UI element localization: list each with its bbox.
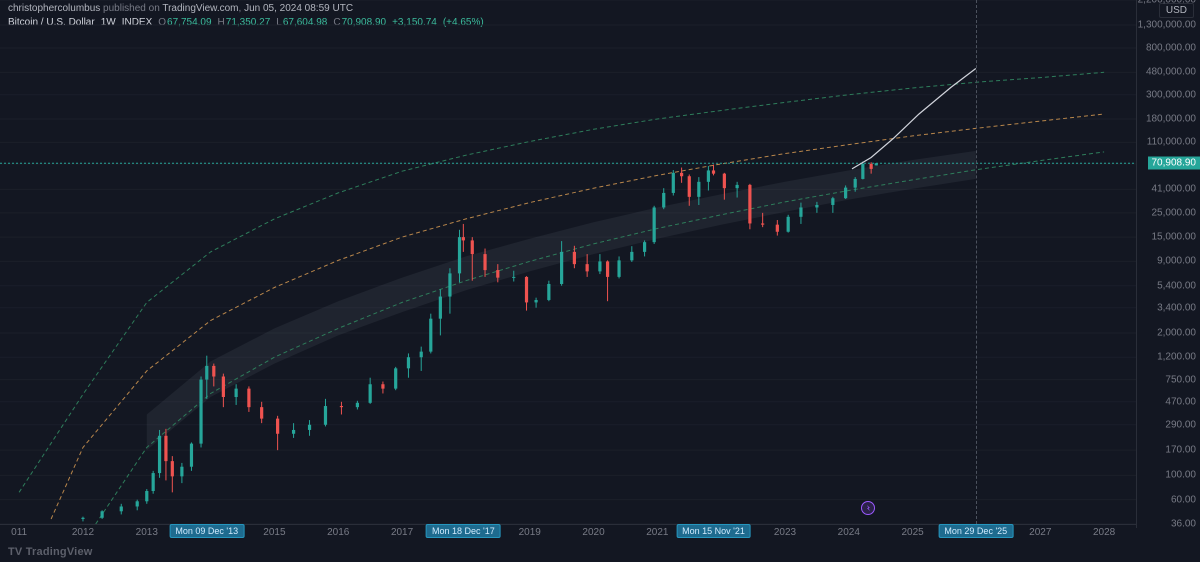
crosshair-vertical [976,0,977,524]
y-tick: 9,000.00 [1157,256,1196,267]
y-tick: 5,400.00 [1157,280,1196,291]
event-marker-icon[interactable] [861,501,875,515]
x-tick: 011 [11,527,27,538]
y-tick: 2,200,000.00 [1138,0,1196,5]
x-tick: 2016 [327,527,349,538]
y-tick: 750.00 [1165,374,1196,385]
x-tick: 2027 [1029,527,1051,538]
y-axis[interactable]: USD 2,200,000.001,300,000.00800,000.0048… [1136,0,1200,528]
x-tick: 2017 [391,527,413,538]
y-tick: 60.00 [1171,494,1196,505]
y-tick: 100.00 [1165,470,1196,481]
y-tick: 110,000.00 [1147,137,1196,148]
y-tick: 2,000.00 [1157,327,1196,338]
x-tick: 2024 [838,527,860,538]
x-tick: 2019 [519,527,541,538]
y-tick: 25,000.00 [1152,207,1197,218]
chart-container: christophercolumbus published on Trading… [0,0,1200,562]
y-tick: 1,200.00 [1157,352,1196,363]
y-tick: 290.00 [1165,419,1196,430]
y-tick: 480,000.00 [1146,67,1196,78]
date-marker[interactable]: Mon 15 Nov '21 [676,524,751,538]
last-price-tag: 70,908.90 [1148,157,1200,170]
y-tick: 800,000.00 [1146,43,1196,54]
x-tick: 2020 [582,527,604,538]
x-tick: 2021 [646,527,668,538]
x-tick: 2023 [774,527,796,538]
y-tick: 180,000.00 [1146,113,1196,124]
y-tick: 41,000.00 [1152,184,1197,195]
tradingview-logo: TradingView [8,546,93,558]
x-tick: 2013 [136,527,158,538]
y-tick: 300,000.00 [1146,89,1196,100]
date-marker[interactable]: Mon 18 Dec '17 [426,524,501,538]
price-plot[interactable] [0,0,1136,524]
y-tick: 36.00 [1171,518,1196,529]
y-tick: 1,300,000.00 [1138,19,1196,30]
y-tick: 170.00 [1165,445,1196,456]
x-tick: 2028 [1093,527,1115,538]
y-tick: 470.00 [1165,396,1196,407]
date-marker[interactable]: Mon 29 Dec '25 [938,524,1013,538]
y-tick: 3,400.00 [1157,302,1196,313]
y-tick: 15,000.00 [1152,232,1197,243]
x-tick: 2015 [263,527,285,538]
date-marker[interactable]: Mon 09 Dec '13 [169,524,244,538]
x-tick: 2012 [72,527,94,538]
x-tick: 2025 [902,527,924,538]
